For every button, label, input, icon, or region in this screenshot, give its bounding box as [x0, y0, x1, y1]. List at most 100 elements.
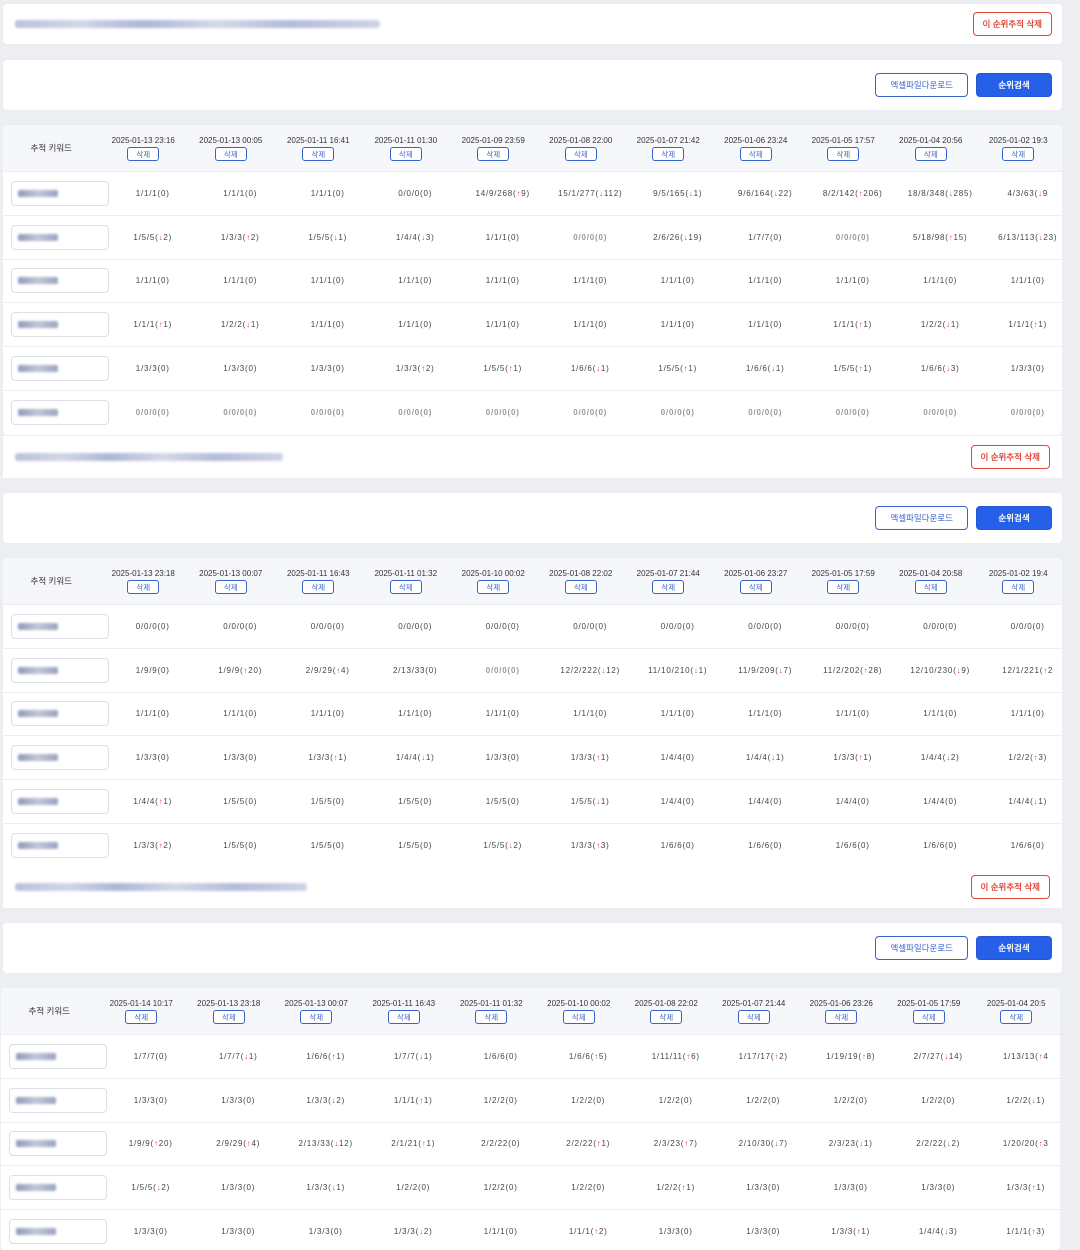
rank-change-arrow-icon: ↑ — [1038, 1139, 1044, 1149]
delete-column-button[interactable]: 삭제 — [825, 1010, 858, 1024]
keyword-field[interactable] — [9, 1175, 107, 1201]
keyword-cell — [3, 613, 109, 639]
keyword-field[interactable] — [9, 1087, 107, 1113]
column-date: 2025-01-08 22:00 — [549, 136, 613, 145]
rank-change-arrow-icon: ↓ — [421, 232, 426, 242]
delete-column-button[interactable]: 삭제 — [475, 1010, 508, 1024]
delete-column-button[interactable]: 삭제 — [827, 147, 860, 161]
delete-column-button[interactable]: 삭제 — [827, 580, 860, 594]
keyword-field[interactable] — [11, 832, 109, 858]
rank-change-arrow-icon: ↓ — [956, 665, 962, 675]
keyword-field[interactable] — [11, 745, 109, 771]
keyword-field[interactable] — [11, 789, 109, 815]
rank-cell: 1/2/2(↓1) — [220, 320, 260, 330]
delete-column-button[interactable]: 삭제 — [652, 580, 685, 594]
rank-cell: 2/2/22(0) — [481, 1139, 521, 1149]
keyword-field[interactable] — [9, 1131, 107, 1157]
rank-cell: 0/0/0(0) — [310, 407, 345, 417]
delete-column-button[interactable]: 삭제 — [387, 1010, 420, 1024]
rank-cell: 1/6/6(↓3) — [920, 364, 960, 374]
rank-cell: 1/2/2(↓1) — [1006, 1095, 1046, 1105]
column-date: 2025-01-08 22:02 — [549, 569, 613, 578]
delete-column-button[interactable]: 삭제 — [214, 147, 247, 161]
table-row: 1/3/3(↑2) 1/5/5(0) 1/5/5(0) 1/5/5(0) 1/5/5(↓… — [3, 822, 1062, 867]
blurred-keyword — [16, 1184, 56, 1192]
delete-column-button[interactable]: 삭제 — [477, 147, 510, 161]
delete-column-button[interactable]: 삭제 — [1002, 147, 1035, 161]
rank-cell: 1/3/3(0) — [133, 1227, 168, 1237]
excel-download-button[interactable]: 엑셀파일다운로드 — [875, 506, 968, 530]
rank-change-arrow-icon: ↑ — [858, 188, 864, 198]
keyword-field[interactable] — [9, 1043, 107, 1069]
delete-column-button[interactable]: 삭제 — [564, 147, 597, 161]
rank-cell: 1/4/4(0) — [923, 797, 958, 807]
rank-change-arrow-icon: ↑ — [863, 665, 869, 675]
keyword-field[interactable] — [11, 657, 109, 683]
delete-column-button[interactable]: 삭제 — [302, 580, 335, 594]
rank-search-button[interactable]: 순위검색 — [976, 73, 1052, 97]
delete-column-button[interactable]: 삭제 — [737, 1010, 770, 1024]
date-column-header: 2025-01-08 22:02 삭제 — [623, 988, 711, 1034]
rank-search-button[interactable]: 순위검색 — [976, 936, 1052, 960]
delete-column-button[interactable]: 삭제 — [912, 1010, 945, 1024]
rank-cell: 1/3/3(0) — [221, 1183, 256, 1193]
delete-column-button[interactable]: 삭제 — [300, 1010, 333, 1024]
delete-column-button[interactable]: 삭제 — [125, 1010, 158, 1024]
rank-cell: 0/0/0(0) — [573, 407, 608, 417]
rank-cell: 1/5/5(↓2) — [483, 840, 523, 850]
date-column-header: 2025-01-07 21:44 삭제 — [625, 558, 713, 604]
keyword-field[interactable] — [9, 1219, 107, 1245]
excel-download-button[interactable]: 엑셀파일다운로드 — [875, 936, 968, 960]
rank-change-arrow-icon: ↑ — [856, 1227, 862, 1237]
delete-column-button[interactable]: 삭제 — [1000, 1010, 1033, 1024]
rank-cell: 2/10/30(↓7) — [738, 1139, 788, 1149]
rank-cell: 1/7/7(↓1) — [393, 1051, 433, 1061]
keyword-field[interactable] — [11, 701, 109, 727]
blurred-keyword — [18, 710, 58, 718]
keyword-field[interactable] — [11, 268, 109, 294]
rank-cell: 1/3/3(↑1) — [833, 753, 873, 763]
rank-change-arrow-icon: ↓ — [773, 188, 779, 198]
keyword-field[interactable] — [11, 180, 109, 206]
delete-tracking-button[interactable]: 이 순위추적 삭제 — [970, 445, 1050, 469]
rank-cell: 1/5/5(0) — [398, 797, 433, 807]
delete-column-button[interactable]: 삭제 — [127, 580, 160, 594]
delete-column-button[interactable]: 삭제 — [652, 147, 685, 161]
delete-column-button[interactable]: 삭제 — [127, 147, 160, 161]
rank-cell: 1/6/6(0) — [660, 840, 695, 850]
rank-cell: 1/6/6(↑1) — [306, 1051, 346, 1061]
keyword-field[interactable] — [11, 399, 109, 425]
delete-column-button[interactable]: 삭제 — [389, 147, 422, 161]
rank-change-arrow-icon: ↓ — [508, 840, 514, 850]
rank-cell: 1/1/1(0) — [223, 709, 258, 719]
keyword-field[interactable] — [11, 312, 109, 338]
delete-column-button[interactable]: 삭제 — [562, 1010, 595, 1024]
blurred-keyword — [18, 233, 58, 241]
delete-column-button[interactable]: 삭제 — [477, 580, 510, 594]
keyword-field[interactable] — [11, 224, 109, 250]
delete-column-button[interactable]: 삭제 — [564, 580, 597, 594]
keyword-field[interactable] — [11, 356, 109, 382]
delete-column-button[interactable]: 삭제 — [914, 580, 947, 594]
keyword-field[interactable] — [11, 613, 109, 639]
delete-column-button[interactable]: 삭제 — [739, 147, 772, 161]
rank-search-button[interactable]: 순위검색 — [976, 506, 1052, 530]
rank-cell: 0/0/0(0) — [835, 407, 870, 417]
table-row: 1/9/9(0) 1/9/9(↑20) 2/9/29(↑4) 2/13/33(0) 0/… — [3, 647, 1062, 692]
delete-column-button[interactable]: 삭제 — [914, 147, 947, 161]
delete-tracking-button[interactable]: 이 순위추적 삭제 — [970, 875, 1050, 899]
delete-column-button[interactable]: 삭제 — [214, 580, 247, 594]
excel-download-button[interactable]: 엑셀파일다운로드 — [875, 73, 968, 97]
delete-column-button[interactable]: 삭제 — [389, 580, 422, 594]
delete-tracking-button[interactable]: 이 순위추적 삭제 — [972, 12, 1052, 36]
column-date: 2025-01-13 23:18 — [197, 999, 261, 1008]
keyword-cell — [3, 701, 109, 727]
delete-column-button[interactable]: 삭제 — [212, 1010, 245, 1024]
delete-column-button[interactable]: 삭제 — [739, 580, 772, 594]
delete-column-button[interactable]: 삭제 — [650, 1010, 683, 1024]
rank-cell: 1/1/1(0) — [660, 276, 695, 286]
rank-cell: 1/1/1(0) — [923, 709, 958, 719]
delete-column-button[interactable]: 삭제 — [1002, 580, 1035, 594]
keyword-cell — [1, 1043, 107, 1069]
delete-column-button[interactable]: 삭제 — [302, 147, 335, 161]
